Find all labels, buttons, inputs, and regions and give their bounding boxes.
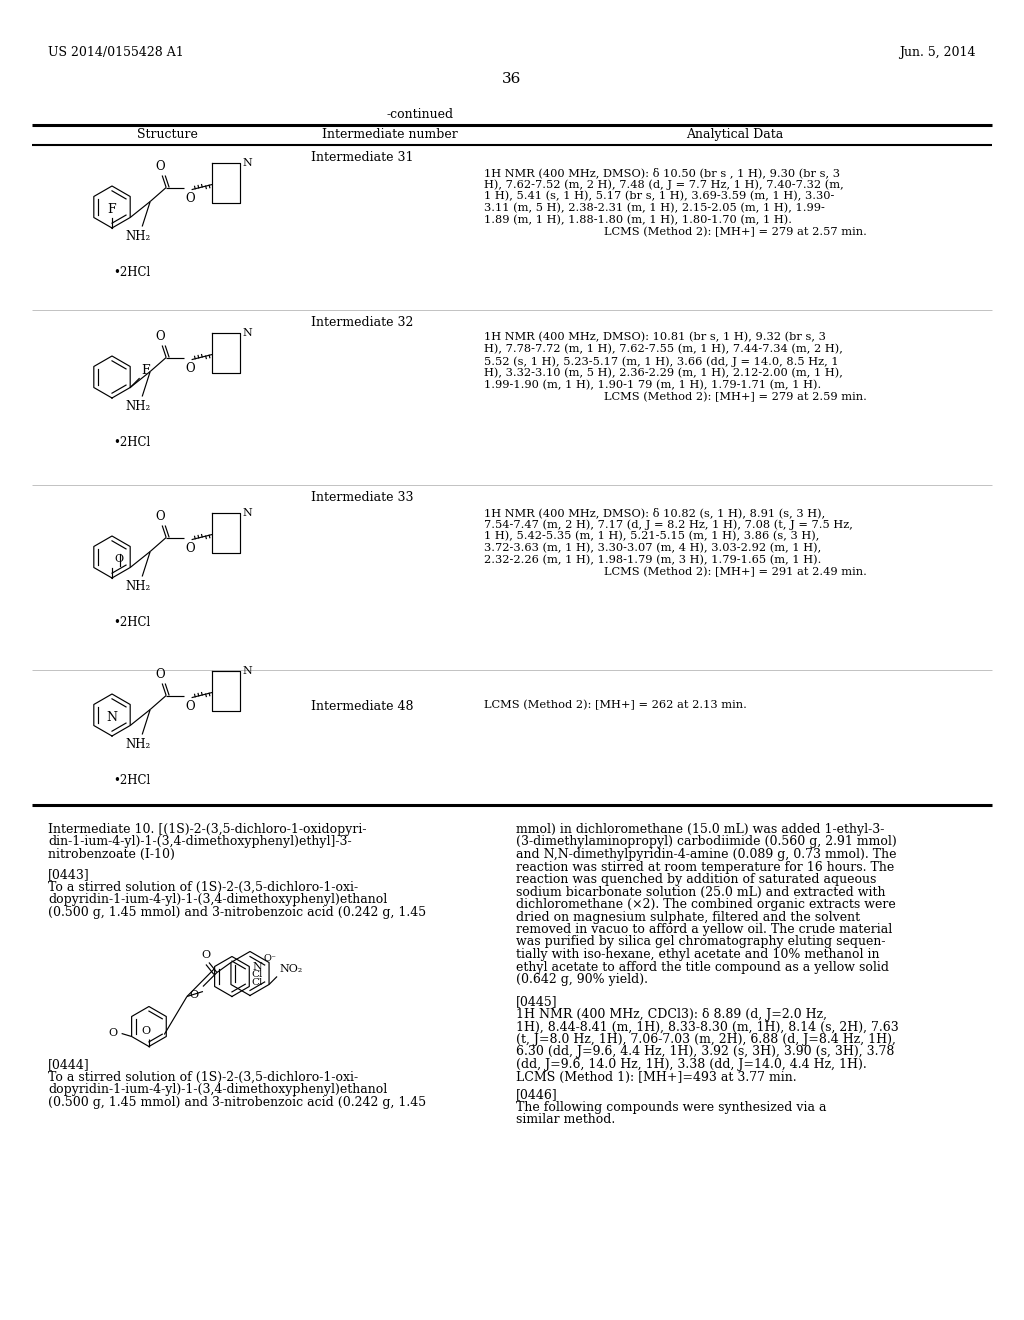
Text: 2.32-2.26 (m, 1 H), 1.98-1.79 (m, 3 H), 1.79-1.65 (m, 1 H).: 2.32-2.26 (m, 1 H), 1.98-1.79 (m, 3 H), … xyxy=(484,554,821,565)
Text: dopyridin-1-ium-4-yl)-1-(3,4-dimethoxyphenyl)ethanol: dopyridin-1-ium-4-yl)-1-(3,4-dimethoxyph… xyxy=(48,1084,387,1097)
Text: dopyridin-1-ium-4-yl)-1-(3,4-dimethoxyphenyl)ethanol: dopyridin-1-ium-4-yl)-1-(3,4-dimethoxyph… xyxy=(48,894,387,907)
Text: (dd, J=9.6, 14.0 Hz, 1H), 3.38 (dd, J=14.0, 4.4 Hz, 1H).: (dd, J=9.6, 14.0 Hz, 1H), 3.38 (dd, J=14… xyxy=(516,1059,866,1071)
Text: LCMS (Method 1): [MH+]=493 at 3.77 min.: LCMS (Method 1): [MH+]=493 at 3.77 min. xyxy=(516,1071,797,1084)
Text: mmol) in dichloromethane (15.0 mL) was added 1-ethyl-3-: mmol) in dichloromethane (15.0 mL) was a… xyxy=(516,822,885,836)
Text: Intermediate number: Intermediate number xyxy=(323,128,458,141)
Text: [0445]: [0445] xyxy=(516,995,558,1008)
Text: N: N xyxy=(106,711,118,723)
Text: ethyl acetate to afford the title compound as a yellow solid: ethyl acetate to afford the title compou… xyxy=(516,961,889,974)
Text: O: O xyxy=(189,990,199,999)
Text: 3.72-3.63 (m, 1 H), 3.30-3.07 (m, 4 H), 3.03-2.92 (m, 1 H),: 3.72-3.63 (m, 1 H), 3.30-3.07 (m, 4 H), … xyxy=(484,543,821,553)
Text: O: O xyxy=(114,554,123,564)
Text: [0443]: [0443] xyxy=(48,869,90,882)
Text: sodium bicarbonate solution (25.0 mL) and extracted with: sodium bicarbonate solution (25.0 mL) an… xyxy=(516,886,886,899)
Text: and N,N-dimethylpyridin-4-amine (0.089 g, 0.73 mmol). The: and N,N-dimethylpyridin-4-amine (0.089 g… xyxy=(516,847,896,861)
Text: nitrobenzoate (I-10): nitrobenzoate (I-10) xyxy=(48,847,175,861)
Text: tially with iso-hexane, ethyl acetate and 10% methanol in: tially with iso-hexane, ethyl acetate an… xyxy=(516,948,880,961)
Text: •2HCl: •2HCl xyxy=(114,616,151,630)
Text: Cl: Cl xyxy=(251,970,262,979)
Text: Intermediate 31: Intermediate 31 xyxy=(311,150,414,164)
Text: Structure: Structure xyxy=(136,128,198,141)
Text: O: O xyxy=(156,330,165,342)
Text: The following compounds were synthesized via a: The following compounds were synthesized… xyxy=(516,1101,826,1114)
Text: 7.54-7.47 (m, 2 H), 7.17 (d, J = 8.2 Hz, 1 H), 7.08 (t, J = 7.5 Hz,: 7.54-7.47 (m, 2 H), 7.17 (d, J = 8.2 Hz,… xyxy=(484,519,853,529)
Text: din-1-ium-4-yl)-1-(3,4-dimethoxyphenyl)ethyl]-3-: din-1-ium-4-yl)-1-(3,4-dimethoxyphenyl)e… xyxy=(48,836,351,849)
Text: O: O xyxy=(185,362,195,375)
Text: Intermediate 48: Intermediate 48 xyxy=(311,700,414,713)
Text: 1H NMR (400 MHz, DMSO): δ 10.50 (br s , 1 H), 9.30 (br s, 3: 1H NMR (400 MHz, DMSO): δ 10.50 (br s , … xyxy=(484,168,840,178)
Text: reaction was stirred at room temperature for 16 hours. The: reaction was stirred at room temperature… xyxy=(516,861,894,874)
Text: N: N xyxy=(252,961,262,972)
Text: (t, J=8.0 Hz, 1H), 7.06-7.03 (m, 2H), 6.88 (d, J=8.4 Hz, 1H),: (t, J=8.0 Hz, 1H), 7.06-7.03 (m, 2H), 6.… xyxy=(516,1034,896,1045)
Text: dichloromethane (×2). The combined organic extracts were: dichloromethane (×2). The combined organ… xyxy=(516,898,896,911)
Text: 1 H), 5.42-5.35 (m, 1 H), 5.21-5.15 (m, 1 H), 3.86 (s, 3 H),: 1 H), 5.42-5.35 (m, 1 H), 5.21-5.15 (m, … xyxy=(484,531,819,541)
Text: O: O xyxy=(185,700,195,713)
Text: reaction was quenched by addition of saturated aqueous: reaction was quenched by addition of sat… xyxy=(516,873,877,886)
Text: 1.99-1.90 (m, 1 H), 1.90-1 79 (m, 1 H), 1.79-1.71 (m, 1 H).: 1.99-1.90 (m, 1 H), 1.90-1 79 (m, 1 H), … xyxy=(484,380,821,391)
Text: 5.52 (s, 1 H), 5.23-5.17 (m, 1 H), 3.66 (dd, J = 14.0, 8.5 Hz, 1: 5.52 (s, 1 H), 5.23-5.17 (m, 1 H), 3.66 … xyxy=(484,356,839,367)
Text: O: O xyxy=(156,510,165,523)
Text: 6.30 (dd, J=9.6, 4.4 Hz, 1H), 3.92 (s, 3H), 3.90 (s, 3H), 3.78: 6.30 (dd, J=9.6, 4.4 Hz, 1H), 3.92 (s, 3… xyxy=(516,1045,894,1059)
Text: O: O xyxy=(109,1028,118,1039)
Text: O: O xyxy=(156,668,165,681)
Text: N: N xyxy=(243,507,252,517)
Text: 1H NMR (400 MHz, DMSO): δ 10.82 (s, 1 H), 8.91 (s, 3 H),: 1H NMR (400 MHz, DMSO): δ 10.82 (s, 1 H)… xyxy=(484,507,825,517)
Text: O⁻: O⁻ xyxy=(263,954,276,964)
Text: dried on magnesium sulphate, filtered and the solvent: dried on magnesium sulphate, filtered an… xyxy=(516,911,860,924)
Text: O: O xyxy=(141,1027,151,1036)
Text: Cl: Cl xyxy=(251,978,262,987)
Text: O: O xyxy=(185,191,195,205)
Text: (0.500 g, 1.45 mmol) and 3-nitrobenzoic acid (0.242 g, 1.45: (0.500 g, 1.45 mmol) and 3-nitrobenzoic … xyxy=(48,906,426,919)
Text: N: N xyxy=(243,157,252,168)
Text: removed in vacuo to afford a yellow oil. The crude material: removed in vacuo to afford a yellow oil.… xyxy=(516,923,892,936)
Text: NH₂: NH₂ xyxy=(126,400,151,412)
Text: H), 7.78-7.72 (m, 1 H), 7.62-7.55 (m, 1 H), 7.44-7.34 (m, 2 H),: H), 7.78-7.72 (m, 1 H), 7.62-7.55 (m, 1 … xyxy=(484,345,843,354)
Text: LCMS (Method 2): [MH+] = 291 at 2.49 min.: LCMS (Method 2): [MH+] = 291 at 2.49 min… xyxy=(603,568,866,577)
Text: -continued: -continued xyxy=(386,108,454,121)
Text: was purified by silica gel chromatography eluting sequen-: was purified by silica gel chromatograph… xyxy=(516,936,886,949)
Text: 1H NMR (400 MHz, DMSO): 10.81 (br s, 1 H), 9.32 (br s, 3: 1H NMR (400 MHz, DMSO): 10.81 (br s, 1 H… xyxy=(484,333,826,342)
Text: Intermediate 33: Intermediate 33 xyxy=(311,491,414,504)
Text: Intermediate 10. [(1S)-2-(3,5-dichloro-1-oxidopyri-: Intermediate 10. [(1S)-2-(3,5-dichloro-1… xyxy=(48,822,367,836)
Text: (0.642 g, 90% yield).: (0.642 g, 90% yield). xyxy=(516,973,648,986)
Text: NH₂: NH₂ xyxy=(126,579,151,593)
Text: 36: 36 xyxy=(503,73,521,86)
Text: [0444]: [0444] xyxy=(48,1059,90,1072)
Text: (0.500 g, 1.45 mmol) and 3-nitrobenzoic acid (0.242 g, 1.45: (0.500 g, 1.45 mmol) and 3-nitrobenzoic … xyxy=(48,1096,426,1109)
Text: LCMS (Method 2): [MH+] = 279 at 2.59 min.: LCMS (Method 2): [MH+] = 279 at 2.59 min… xyxy=(603,392,866,403)
Text: Intermediate 32: Intermediate 32 xyxy=(311,315,414,329)
Text: similar method.: similar method. xyxy=(516,1113,615,1126)
Text: To a stirred solution of (1S)-2-(3,5-dichloro-1-oxi-: To a stirred solution of (1S)-2-(3,5-dic… xyxy=(48,880,358,894)
Text: •2HCl: •2HCl xyxy=(114,267,151,279)
Text: 3.11 (m, 5 H), 2.38-2.31 (m, 1 H), 2.15-2.05 (m, 1 H), 1.99-: 3.11 (m, 5 H), 2.38-2.31 (m, 1 H), 2.15-… xyxy=(484,203,825,214)
Text: •2HCl: •2HCl xyxy=(114,774,151,787)
Text: O: O xyxy=(202,949,211,960)
Text: NH₂: NH₂ xyxy=(126,230,151,243)
Text: N: N xyxy=(243,665,252,676)
Text: To a stirred solution of (1S)-2-(3,5-dichloro-1-oxi-: To a stirred solution of (1S)-2-(3,5-dic… xyxy=(48,1071,358,1084)
Text: 1 H), 5.41 (s, 1 H), 5.17 (br s, 1 H), 3.69-3.59 (m, 1 H), 3.30-: 1 H), 5.41 (s, 1 H), 5.17 (br s, 1 H), 3… xyxy=(484,191,835,202)
Text: LCMS (Method 2): [MH+] = 279 at 2.57 min.: LCMS (Method 2): [MH+] = 279 at 2.57 min… xyxy=(603,227,866,238)
Text: Jun. 5, 2014: Jun. 5, 2014 xyxy=(899,46,976,59)
Text: 1.89 (m, 1 H), 1.88-1.80 (m, 1 H), 1.80-1.70 (m, 1 H).: 1.89 (m, 1 H), 1.88-1.80 (m, 1 H), 1.80-… xyxy=(484,215,792,226)
Text: H), 7.62-7.52 (m, 2 H), 7.48 (d, J = 7.7 Hz, 1 H), 7.40-7.32 (m,: H), 7.62-7.52 (m, 2 H), 7.48 (d, J = 7.7… xyxy=(484,180,844,190)
Text: LCMS (Method 2): [MH+] = 262 at 2.13 min.: LCMS (Method 2): [MH+] = 262 at 2.13 min… xyxy=(484,700,746,710)
Text: (3-dimethylaminopropyl) carbodiimide (0.560 g, 2.91 mmol): (3-dimethylaminopropyl) carbodiimide (0.… xyxy=(516,836,897,849)
Text: O: O xyxy=(156,160,165,173)
Text: O: O xyxy=(185,541,195,554)
Text: •2HCl: •2HCl xyxy=(114,436,151,449)
Text: US 2014/0155428 A1: US 2014/0155428 A1 xyxy=(48,46,183,59)
Text: NO₂: NO₂ xyxy=(280,965,302,974)
Text: F: F xyxy=(141,363,150,376)
Text: NH₂: NH₂ xyxy=(126,738,151,751)
Text: Analytical Data: Analytical Data xyxy=(686,128,783,141)
Text: F: F xyxy=(108,203,117,216)
Text: N: N xyxy=(243,327,252,338)
Text: H), 3.32-3.10 (m, 5 H), 2.36-2.29 (m, 1 H), 2.12-2.00 (m, 1 H),: H), 3.32-3.10 (m, 5 H), 2.36-2.29 (m, 1 … xyxy=(484,368,843,379)
Text: 1H), 8.44-8.41 (m, 1H), 8.33-8.30 (m, 1H), 8.14 (s, 2H), 7.63: 1H), 8.44-8.41 (m, 1H), 8.33-8.30 (m, 1H… xyxy=(516,1020,899,1034)
Text: 1H NMR (400 MHz, CDCl3): δ 8.89 (d, J=2.0 Hz,: 1H NMR (400 MHz, CDCl3): δ 8.89 (d, J=2.… xyxy=(516,1008,827,1020)
Text: [0446]: [0446] xyxy=(516,1088,558,1101)
